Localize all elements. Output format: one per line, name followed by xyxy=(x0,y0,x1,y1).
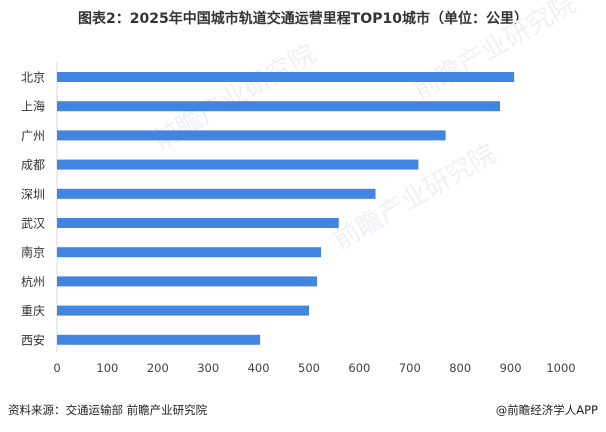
chart-title: 图表2：2025年中国城市轨道交通运营里程TOP10城市（单位：公里） xyxy=(78,11,528,27)
bar xyxy=(57,334,261,345)
x-tick-label: 500 xyxy=(298,361,320,375)
x-tick-label: 100 xyxy=(96,361,118,375)
y-tick-label: 武汉 xyxy=(21,217,45,231)
source-note: 资料来源：交通运输部 前瞻产业研究院 xyxy=(8,403,208,417)
y-tick-label: 深圳 xyxy=(21,187,45,201)
bar xyxy=(57,276,318,287)
y-tick-label: 西安 xyxy=(21,332,45,347)
x-tick-label: 700 xyxy=(399,361,421,375)
x-tick-label: 0 xyxy=(53,361,60,375)
bar xyxy=(57,72,515,82)
bar xyxy=(57,159,419,170)
x-tick-label: 1000 xyxy=(546,361,575,375)
brand-label: @前瞻经济学人APP xyxy=(495,403,598,417)
y-tick-label: 成都 xyxy=(21,158,45,172)
x-tick-label: 600 xyxy=(348,361,370,375)
y-tick-label: 上海 xyxy=(21,99,45,114)
x-tick-label: 200 xyxy=(147,361,169,375)
bar-chart: 前瞻产业研究院 前瞻产业研究院前瞻产业研究院北京上海广州成都深圳武汉南京杭州重庆西… xyxy=(21,0,582,375)
watermark: 前瞻产业研究院 xyxy=(409,0,582,106)
y-tick-label: 南京 xyxy=(21,245,45,260)
bar xyxy=(57,218,339,228)
bar xyxy=(57,130,446,141)
y-tick-label: 广州 xyxy=(21,129,45,143)
x-tick-label: 400 xyxy=(248,361,270,375)
x-tick-label: 900 xyxy=(500,361,522,375)
bar xyxy=(57,188,376,199)
y-tick-label: 杭州 xyxy=(21,274,45,289)
bar xyxy=(57,247,322,258)
x-tick-label: 300 xyxy=(197,361,219,375)
bar xyxy=(57,101,501,112)
y-tick-label: 重庆 xyxy=(21,304,45,318)
y-tick-label: 北京 xyxy=(21,71,45,85)
x-tick-label: 800 xyxy=(449,361,471,375)
bar xyxy=(57,305,309,316)
